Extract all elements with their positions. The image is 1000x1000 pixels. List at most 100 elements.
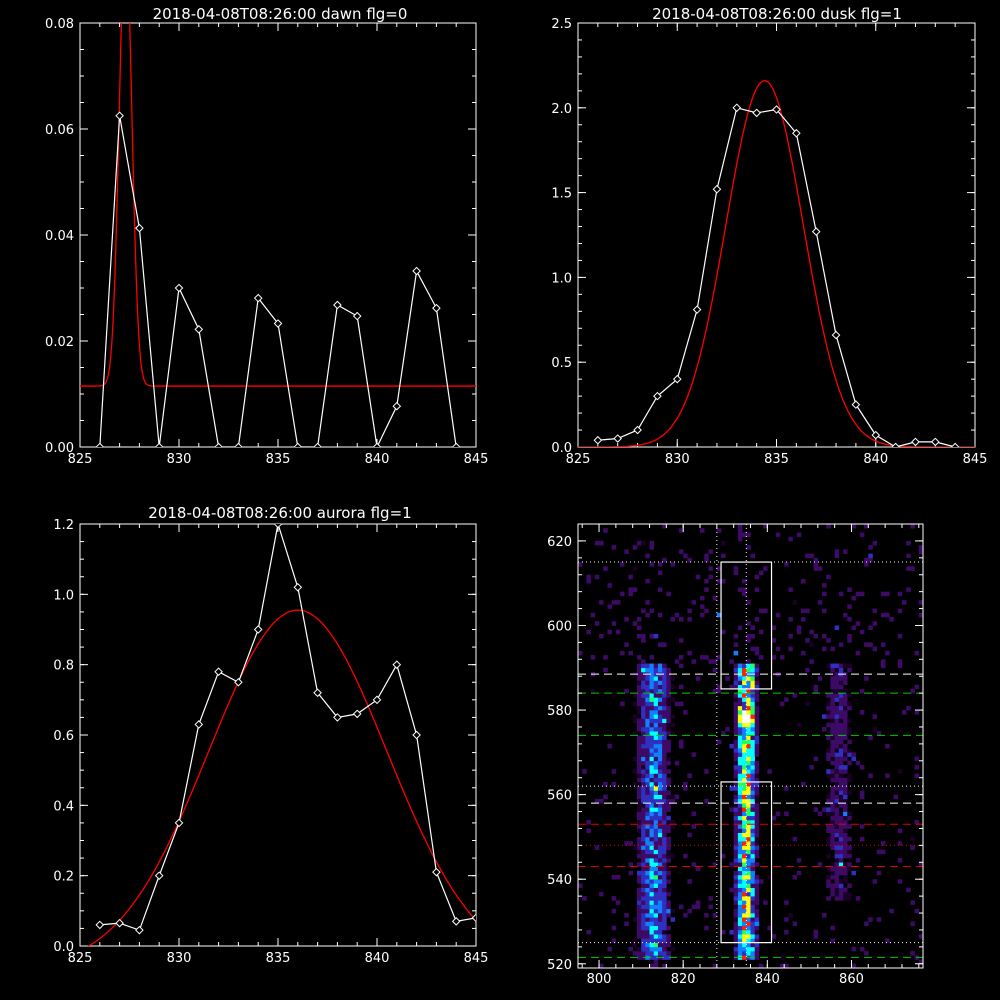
aurora-data-line [99,524,476,931]
heatmap-cell [830,710,835,715]
heatmap-cell [649,879,655,884]
heatmap-cell [830,828,835,833]
heatmap-cell [742,532,747,537]
heatmap-cell [641,722,646,728]
heatmap-cell [733,684,739,690]
heatmap-cell [859,824,865,829]
heatmap-cell [742,672,747,677]
heatmap-cell [851,963,856,968]
heatmap-cell [834,820,840,825]
heatmap-cell [657,798,663,804]
dusk-ytick-label: 1.5 [551,187,572,202]
heatmap-cell [733,862,739,867]
heatmap-cell [662,688,667,694]
heatmap-cell [830,726,835,732]
heatmap-cell [649,807,655,812]
heatmap-cell [708,904,713,910]
heatmap-cell [737,942,743,948]
heatmap-cell [641,701,646,707]
dawn-data-point [95,442,105,447]
heatmap-cell [742,955,747,960]
heatmap-cell [834,663,840,669]
heatmap-cell [742,777,747,783]
heatmap-cell [838,790,844,795]
heatmap-cell [737,929,743,935]
heatmap-cell [636,798,642,804]
heatmap-cell [611,896,617,901]
heatmap-cell [742,680,747,685]
heatmap-cell [624,841,629,846]
heatmap-cell [855,591,861,597]
heatmap-cell [826,841,831,846]
heatmap-cell [670,820,676,825]
heatmap-cell [649,748,655,753]
heatmap-cell [733,794,739,800]
dawn-data-point [115,111,124,121]
dawn-xtick-label: 845 [464,452,489,467]
heatmap-cell [843,874,848,880]
heatmap-cell [851,524,856,529]
heatmap-cell [750,883,756,888]
heatmap-cell [742,697,747,702]
heatmap-cell [662,913,667,918]
heatmap-cell [779,955,785,960]
heatmap-cell [847,693,852,698]
heatmap-cell [666,913,671,918]
heatmap-cell [636,794,642,800]
heatmap-cell [750,731,756,736]
heatmap-cell [649,803,655,808]
heatmap-cell [649,718,655,724]
heatmap-cell [805,638,810,643]
heatmap-cell [733,913,739,918]
heatmap-cell [771,625,777,631]
heatmap-cell [712,659,718,664]
heatmap-cell [750,663,756,669]
heatmap-cell [830,722,835,728]
heatmap-cell [737,853,743,859]
dusk-xtick-label: 835 [764,452,789,467]
heatmap-cell [737,528,743,533]
heatmap-cell [662,866,667,872]
heatmap-cell [742,705,747,711]
heatmap-cell [645,904,650,910]
heatmap-cell [809,765,814,770]
heatmap-cell [742,879,747,884]
heatmap-cell [645,917,650,922]
heatmap-cell [830,748,835,753]
heatmap-cell [666,858,671,863]
dusk-title: 2018-04-08T08:26:00 dusk flg=1 [652,5,902,23]
heatmap-cell [645,760,650,766]
heatmap-cell [645,858,650,863]
aurora-data-point [273,524,283,529]
heatmap-cell [729,929,734,935]
heatmap-cell [826,794,831,800]
heatmap-cell [662,718,667,724]
heatmap-cell [737,896,743,901]
heatmap-cell [653,672,659,677]
heatmap-cell [645,693,650,698]
aurora-data-point [372,695,382,705]
heatmap-cell [666,870,671,876]
heatmap-cell [742,845,747,850]
heatmap-cell [826,638,831,643]
heatmap-cell [784,900,789,905]
heatmap-cell [750,790,756,795]
heatmap-cell [809,553,814,559]
heatmap-cell [666,820,671,825]
heatmap-cell [817,566,823,571]
heatmap-cell [826,714,831,719]
heatmap-cell [662,887,667,893]
dusk-ytick-label: 2.0 [551,102,572,117]
heatmap-cell [649,870,655,876]
heatmap-cell [750,697,756,702]
heatmap-cell [826,798,831,804]
heatmap-cell [830,773,835,779]
heatmap-cell [653,731,659,736]
heatmap-cell [649,608,655,614]
heatmap-cell [649,862,655,867]
heatmap-cell [632,566,638,571]
heatmap-cell [674,659,680,664]
heatmap-cell [641,896,646,901]
heatmap-cell [742,731,747,736]
